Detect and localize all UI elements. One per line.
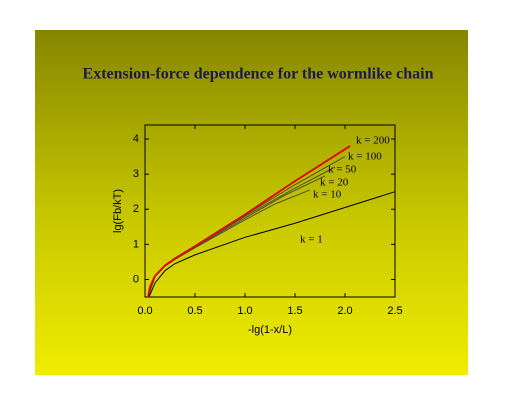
series-line [147,145,351,298]
y-tick-label: 1 [133,238,139,250]
plot-frame [144,124,396,298]
series-label: k = 50 [328,164,357,176]
series-line [147,166,336,298]
x-tick-label: 0.0 [137,305,152,317]
series-label: k = 10 [313,189,342,201]
series-label: k = 100 [348,151,382,163]
slide [35,30,468,375]
y-tick-label: 2 [133,203,139,215]
x-tick-label: 2.0 [337,305,352,317]
x-tick-label: 0.5 [187,305,202,317]
y-axis-label: lg(Fb/kT) [112,189,124,233]
x-tick-label: 1.0 [237,305,252,317]
x-tick-label: 2.5 [387,305,402,317]
series-label: k = 1 [300,234,323,246]
x-tick-label: 1.5 [287,305,302,317]
x-axis-label: -lg(1-x/L) [248,324,292,336]
y-tick-label: 3 [133,168,139,180]
series-line [148,191,396,298]
series-label: k = 20 [320,177,349,189]
y-tick-label: 0 [133,273,139,285]
series-label: k = 200 [356,135,390,147]
chart-title: Extension-force dependence for the worml… [83,66,434,83]
y-tick-label: 4 [133,133,139,145]
